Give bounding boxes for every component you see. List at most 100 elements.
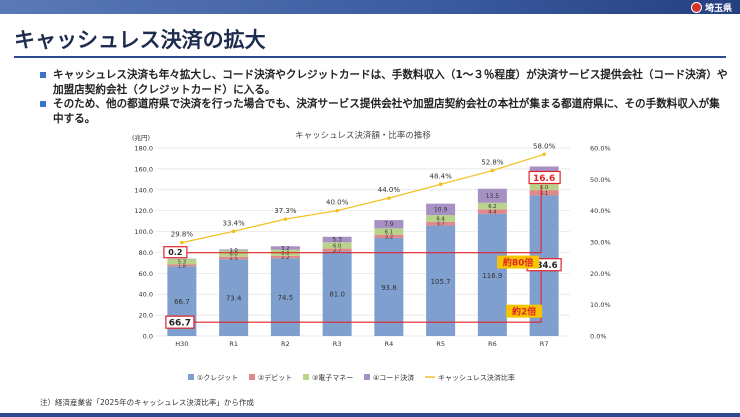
x-tick-label: H30 [175, 340, 188, 348]
bar-value-label: 116.9 [482, 272, 502, 280]
ratio-label: 58.0% [533, 142, 556, 150]
ratio-point [335, 208, 339, 213]
bullet-item: そのため、他の都道府県で決済を行った場合でも、決済サービス提供会社や加盟店契約会… [40, 97, 730, 126]
y2-tick-label: 40.0% [590, 207, 611, 215]
legend-label: キャッシュレス決済比率 [438, 373, 515, 382]
bar-segment [270, 258, 300, 336]
bar-segment [167, 264, 197, 267]
bullet-list: キャッシュレス決済も年々拡大し、コード決済やクレジットカードは、手数料収入（1～… [40, 68, 730, 126]
bar-value-label: 6.0 [281, 251, 289, 257]
bar-value-label: 1.8 [178, 263, 186, 269]
bar-value-label: 6.2 [488, 204, 496, 210]
legend-label: ②デビット [258, 373, 292, 382]
y2-tick-label: 0.0% [590, 333, 607, 341]
bottom-divider [0, 413, 740, 417]
ratio-point [387, 196, 391, 200]
legend-swatch [188, 374, 194, 380]
bar-segment [529, 183, 559, 191]
bar-segment [322, 242, 352, 249]
bar-segment [219, 249, 249, 251]
highlight-credit-start: 66.7 [169, 319, 191, 329]
bar-segment [219, 250, 249, 257]
ratio-point [180, 240, 184, 245]
x-tick-label: R2 [281, 340, 290, 348]
connector-line [193, 271, 542, 323]
y-tick-label: 140.0 [134, 186, 153, 194]
cashless-chart: キャッシュレス決済額・比率の推移 (兆円) 0.0 20.0 40.0 60.0 80.0 1… [132, 130, 611, 382]
bar-value-label: 2.2 [281, 255, 289, 261]
y-tick-label: 100.0 [134, 228, 153, 236]
highlight-code-start: 0.2 [168, 248, 182, 257]
bar-segment [529, 190, 559, 196]
bar-value-label: 1.0 [230, 248, 238, 254]
title-divider [14, 56, 726, 58]
y-tick-label: 80.0 [139, 249, 153, 257]
ratio-point [231, 229, 236, 234]
bar-value-label: 3.2 [385, 234, 393, 240]
y-tick-label: 180.0 [134, 145, 153, 153]
bar-segment [374, 238, 404, 336]
bar-value-label: 2.7 [333, 248, 341, 254]
bar-segment [167, 258, 197, 265]
bar-value-label: 10.9 [434, 206, 448, 213]
bar-segment [219, 256, 249, 260]
y-tick-label: 20.0 [139, 312, 153, 320]
legend-label: ①クレジット [197, 374, 238, 382]
bar-segment [477, 213, 507, 336]
chart-title: キャッシュレス決済額・比率の推移 [295, 130, 431, 141]
ratio-label: 37.3% [274, 207, 297, 215]
prefecture-logo: 埼玉県 [690, 1, 732, 14]
source-note: 注）経済産業省「2025年のキャッシュレス決済比率」から作成 [40, 398, 254, 407]
y-tick-label: 120.0 [134, 207, 153, 215]
bar-value-label: 4.4 [488, 210, 497, 216]
prefecture-emblem-icon [690, 1, 702, 13]
bar-segment [322, 236, 352, 243]
y-tick-label: 160.0 [134, 165, 153, 173]
growth-code-callout: 約80倍 [503, 257, 534, 269]
bar-value-label: 93.8 [381, 284, 397, 292]
x-tick-label: R7 [540, 340, 549, 348]
bar-value-label: 3.2 [281, 246, 289, 252]
ratio-label: 48.4% [430, 172, 453, 180]
ratio-label: 33.4% [223, 219, 246, 227]
legend-swatch [303, 374, 309, 380]
bar-segment [426, 221, 456, 226]
bar-value-label: 6.4 [437, 216, 446, 222]
bar-value-label: 66.7 [174, 298, 190, 306]
ratio-point [490, 168, 495, 173]
bar-value-label: 13.5 [486, 193, 500, 200]
highlight-credit-end: 134.6 [531, 261, 558, 271]
legend-label: ③電子マネー [312, 374, 353, 382]
x-tick-label: R3 [333, 340, 342, 348]
bar-value-label: 2.5 [230, 256, 238, 262]
legend-swatch [249, 374, 255, 380]
bar-value-label: 5.3 [178, 260, 186, 266]
bar-value-label: 81.0 [329, 291, 345, 299]
bar-value-label: 73.4 [226, 295, 242, 303]
bar-value-label: 6.1 [385, 230, 393, 236]
bar-segment [477, 209, 507, 214]
bar-value-label: 6.0 [333, 243, 341, 249]
slide-title: キャッシュレス決済の拡大 [14, 28, 266, 52]
bar-segment [374, 228, 404, 235]
legend-label: ④コード決済 [373, 373, 414, 382]
bullet-item: キャッシュレス決済も年々拡大し、コード決済やクレジットカードは、手数料収入（1～… [40, 68, 730, 97]
bar-segment [374, 234, 404, 239]
bar-value-label: 5.3 [332, 237, 342, 244]
bar-segment [426, 225, 456, 336]
bar-value-label: 5.1 [540, 191, 548, 197]
ratio-point [542, 152, 546, 157]
x-tick-label: R5 [436, 340, 445, 348]
legend-swatch [364, 374, 370, 380]
ratio-point [283, 217, 288, 221]
y-tick-label: 40.0 [139, 291, 153, 299]
ratio-label: 29.8% [171, 231, 194, 239]
y2-tick-label: 30.0% [590, 239, 611, 247]
highlight-box [528, 170, 561, 185]
y2-tick-label: 50.0% [590, 176, 611, 184]
y-tick-label: 60.0 [139, 270, 153, 278]
y-tick-label: 0.0 [143, 333, 153, 341]
bar-segment [219, 259, 249, 336]
bar-segment [477, 188, 507, 203]
y2-tick-label: 10.0% [590, 301, 611, 309]
